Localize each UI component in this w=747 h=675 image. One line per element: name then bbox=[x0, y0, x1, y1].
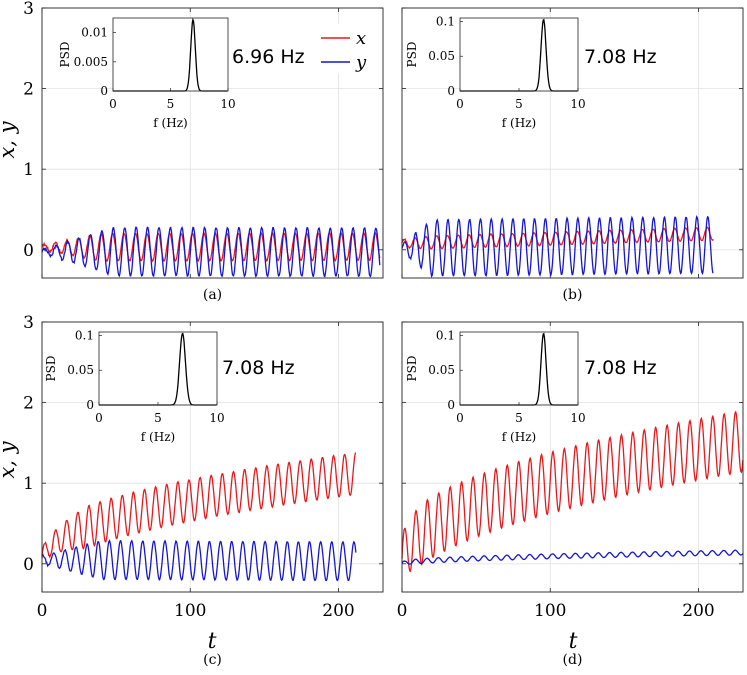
y-tick-label: 2 bbox=[23, 394, 34, 414]
legend: xy bbox=[314, 24, 378, 74]
y-tick-label: 3 bbox=[23, 313, 34, 333]
t-axis-label-left: t bbox=[208, 629, 217, 654]
inset-x-tick-label: 0 bbox=[456, 97, 464, 111]
psd-inset: 0 5 10 0 0.05 0.1 f (Hz) PSD bbox=[405, 328, 586, 444]
inset-area bbox=[460, 18, 578, 91]
inset-x-tick-label: 10 bbox=[209, 411, 224, 425]
inset-x-tick-label: 0 bbox=[109, 97, 117, 111]
inset-x-tick-label: 5 bbox=[515, 411, 523, 425]
psd-inset: 0 5 10 0 0.005 0.01 f (Hz) PSD bbox=[58, 17, 236, 130]
inset-x-label: f (Hz) bbox=[502, 116, 536, 130]
inset-x-tick-label: 5 bbox=[515, 97, 523, 111]
inset-x-tick-label: 10 bbox=[570, 411, 585, 425]
inset-y-tick-label: 0 bbox=[447, 398, 455, 412]
x-tick-label: 100 bbox=[534, 601, 566, 621]
peak-frequency-label: 7.08 Hz bbox=[584, 46, 657, 68]
inset-x-tick-label: 10 bbox=[570, 97, 585, 111]
axes-frame bbox=[41, 7, 384, 279]
peak-frequency-label: 7.08 Hz bbox=[222, 357, 295, 379]
inset-y-tick-label: 0.01 bbox=[81, 26, 108, 40]
x-tick-label: 0 bbox=[37, 601, 48, 621]
y-tick-label: 0 bbox=[23, 555, 34, 575]
series-y-line bbox=[41, 539, 357, 582]
legend-box bbox=[314, 24, 378, 74]
inset-x-tick-label: 10 bbox=[220, 97, 235, 111]
x-tick-label: 200 bbox=[322, 601, 354, 621]
x-tick-label: 0 bbox=[397, 601, 408, 621]
inset-y-label: PSD bbox=[405, 356, 419, 382]
y-tick-label: 2 bbox=[23, 80, 34, 100]
inset-frame bbox=[459, 331, 579, 406]
inset-x-tick-label: 5 bbox=[167, 97, 175, 111]
legend-label-y: y bbox=[355, 52, 367, 73]
inset-frame bbox=[112, 17, 229, 92]
inset-y-tick-label: 0.05 bbox=[428, 363, 455, 377]
inset-x-label: f (Hz) bbox=[502, 430, 536, 444]
psd-inset: 0 5 10 0 0.05 0.1 f (Hz) PSD bbox=[44, 328, 225, 444]
peak-frequency-label: 6.96 Hz bbox=[232, 46, 305, 68]
series-x-line bbox=[401, 410, 744, 573]
inset-y-label: PSD bbox=[44, 356, 58, 382]
inset-x-label: f (Hz) bbox=[141, 430, 175, 444]
series-y-line bbox=[401, 215, 714, 278]
inset-x-tick-label: 0 bbox=[456, 411, 464, 425]
panel-label: (d) bbox=[563, 652, 583, 668]
inset-y-label: PSD bbox=[58, 42, 72, 68]
inset-x-tick-label: 5 bbox=[154, 411, 162, 425]
inset-x-tick-label: 0 bbox=[95, 411, 103, 425]
y-tick-label: 0 bbox=[23, 241, 34, 261]
y-tick-label: 3 bbox=[23, 0, 34, 19]
inset-y-tick-label: 0.1 bbox=[436, 328, 455, 342]
series-x-line bbox=[41, 231, 381, 263]
y-axis-label-bottom: x, y bbox=[0, 440, 19, 478]
inset-frame bbox=[459, 17, 579, 92]
psd-inset: 0 5 10 0 0.05 0.1 f (Hz) PSD bbox=[405, 14, 586, 130]
axes-frame bbox=[401, 321, 744, 593]
inset-y-label: PSD bbox=[405, 42, 419, 68]
panel-label: (a) bbox=[203, 287, 222, 303]
inset-y-tick-label: 0 bbox=[100, 84, 108, 98]
inset-y-tick-label: 0.1 bbox=[75, 328, 94, 342]
inset-y-tick-label: 0 bbox=[86, 398, 94, 412]
panel-label: (b) bbox=[563, 287, 583, 303]
inset-area bbox=[99, 332, 217, 405]
inset-area bbox=[113, 18, 228, 91]
axes-frame bbox=[401, 7, 744, 279]
inset-y-tick-label: 0.1 bbox=[436, 14, 455, 28]
inset-frame bbox=[98, 331, 218, 406]
y-axis-label-top: x, y bbox=[0, 120, 19, 158]
series-y-line bbox=[401, 549, 744, 565]
y-tick-label: 1 bbox=[23, 474, 34, 494]
peak-frequency-label: 7.08 Hz bbox=[584, 357, 657, 379]
panel-label: (c) bbox=[203, 652, 222, 668]
inset-y-tick-label: 0 bbox=[447, 84, 455, 98]
series-y-line bbox=[41, 225, 381, 278]
inset-y-tick-label: 0.05 bbox=[428, 49, 455, 63]
t-axis-label-right: t bbox=[569, 629, 578, 654]
inset-area bbox=[460, 332, 578, 405]
series-x-line bbox=[41, 452, 357, 559]
y-tick-label: 1 bbox=[23, 160, 34, 180]
panel-b: 0 5 10 0 0.05 0.1 f (Hz) PSD 7.08 Hz (b) bbox=[401, 7, 744, 303]
x-tick-label: 200 bbox=[682, 601, 714, 621]
x-tick-label: 100 bbox=[174, 601, 206, 621]
inset-x-label: f (Hz) bbox=[153, 116, 187, 130]
panel-a: 0 1 2 3 xy 0 5 10 0 0.005 0.01 f (Hz) PSD 6.96 Hz (a) bbox=[23, 0, 384, 303]
inset-y-tick-label: 0.005 bbox=[74, 55, 108, 69]
inset-y-tick-label: 0.05 bbox=[67, 363, 94, 377]
legend-label-x: x bbox=[356, 28, 366, 49]
axes-frame bbox=[41, 321, 384, 593]
